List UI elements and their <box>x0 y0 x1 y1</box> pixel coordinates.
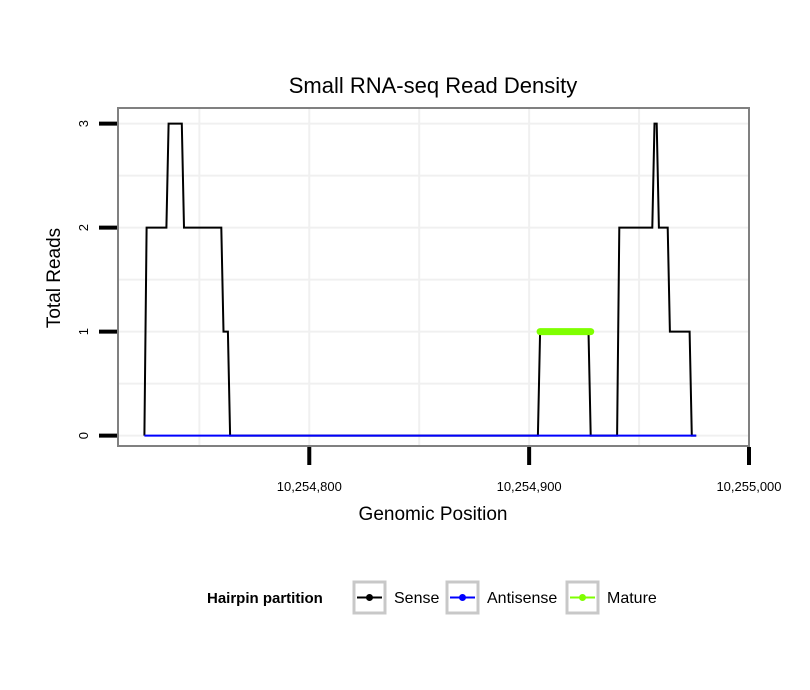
legend-item-mature: Mature <box>565 580 657 615</box>
legend-item-sense: Sense <box>352 580 439 615</box>
x-axis-label: Genomic Position <box>359 504 508 525</box>
legend-label-sense: Sense <box>394 590 439 607</box>
x-tick-label: 10,255,000 <box>716 479 781 494</box>
y-tick-label: 2 <box>76 224 91 231</box>
legend-label-mature: Mature <box>607 590 657 607</box>
legend-item-antisense: Antisense <box>445 580 557 615</box>
legend-title: Hairpin partition <box>207 590 323 607</box>
y-tick-label: 0 <box>76 432 91 439</box>
chart-title: Small RNA-seq Read Density <box>289 73 578 98</box>
plot-panel-border <box>117 107 750 447</box>
series-lines <box>143 122 697 437</box>
legend-entries: Sense Antisense Mature <box>352 580 657 615</box>
legend-key-point <box>579 594 586 601</box>
legend-key-point <box>459 594 466 601</box>
legend-key-point <box>366 594 373 601</box>
x-tick-label: 10,254,900 <box>497 479 562 494</box>
y-axis-label: Total Reads <box>44 228 65 328</box>
y-tick-label: 3 <box>76 120 91 127</box>
x-tick-label: 10,254,800 <box>277 479 342 494</box>
y-tick-label: 1 <box>76 328 91 335</box>
legend: Hairpin partition Sense Antisense Mature <box>207 580 657 615</box>
axes: 0 1 2 3 10,254,800 10,254,900 10,255,000 <box>76 120 782 494</box>
legend-label-antisense: Antisense <box>487 590 557 607</box>
